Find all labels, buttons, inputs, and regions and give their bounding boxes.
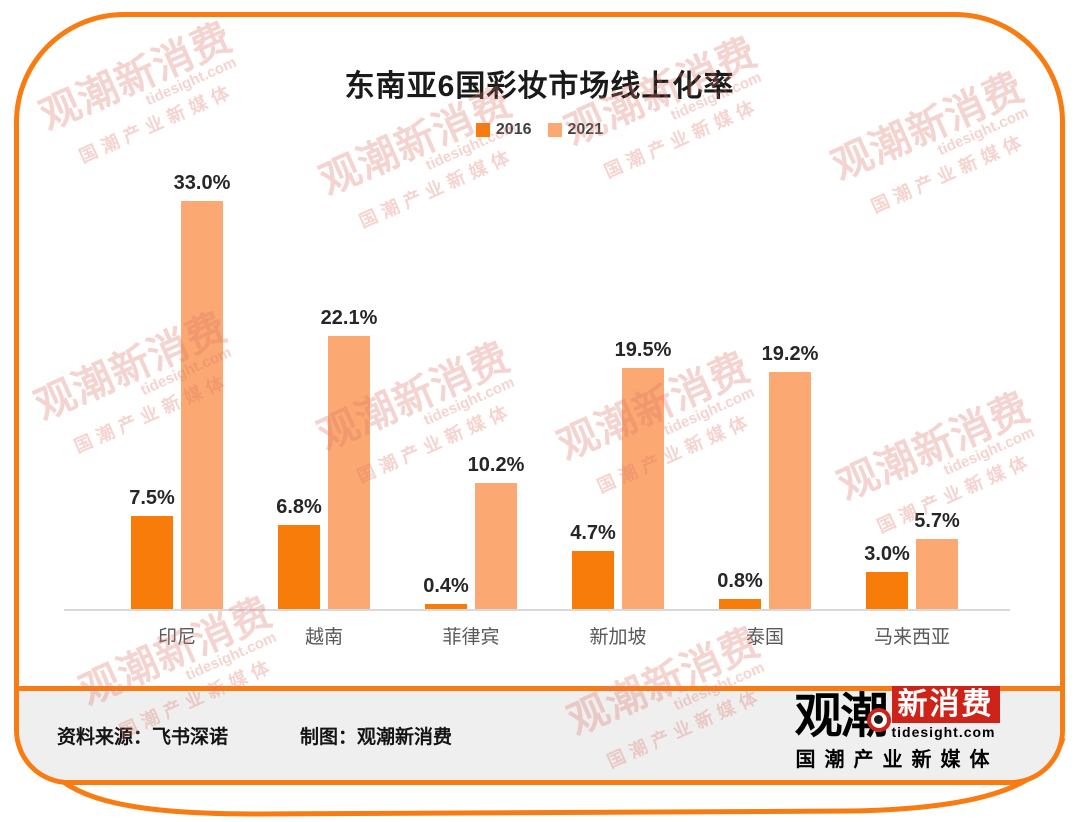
data-source-label: 资料来源：飞书深诺: [57, 727, 229, 748]
chart-legend: 2016 2021: [19, 121, 1060, 139]
bar-value-label-2016-4: 4.7%: [570, 522, 616, 544]
bar-value-label-2016-2: 6.8%: [276, 496, 322, 518]
logo-right-block: 新消费 tidesight.com: [891, 686, 1000, 740]
bar-group-2: 6.8% 22.1%: [276, 307, 377, 609]
camera-lens-icon: [866, 708, 891, 733]
bar-value-label-2021-4: 19.5%: [614, 339, 672, 361]
category-label-4: 新加坡: [589, 627, 647, 648]
bar-2021-5: [769, 372, 811, 609]
logo-domain-text: tidesight.com: [891, 724, 996, 740]
bar-value-label-2016-5: 0.8%: [717, 570, 763, 592]
legend-label-2021: 2021: [567, 121, 604, 138]
bar-value-label-2021-5: 19.2%: [761, 343, 819, 365]
logo-tagline: 国潮产业新媒体: [795, 749, 999, 771]
category-label-6: 马来西亚: [873, 627, 951, 648]
bar-value-label-2021-3: 10.2%: [467, 454, 525, 476]
bar-2016-5: [719, 599, 761, 609]
bar-2021-4: [622, 368, 664, 609]
bar-value-label-2021-6: 5.7%: [914, 510, 960, 532]
chart-title: 东南亚6国彩妆市场线上化率: [344, 70, 735, 103]
bar-wrap-2016-5: 0.8%: [717, 570, 763, 609]
bar-wrap-2016-4: 4.7%: [570, 522, 616, 609]
bar-group-6: 3.0% 5.7%: [864, 510, 960, 609]
bar-group-4: 4.7% 19.5%: [570, 339, 671, 609]
legend-swatch-2021: [547, 123, 562, 137]
bar-2016-1: [131, 516, 173, 609]
legend-item-2016: 2016: [475, 121, 532, 139]
category-label-1: 印尼: [157, 627, 197, 648]
bar-2021-3: [475, 483, 517, 609]
bar-wrap-2021-6: 5.7%: [914, 510, 960, 609]
legend-swatch-2016: [475, 123, 490, 137]
bar-wrap-2016-3: 0.4%: [423, 575, 469, 609]
bar-wrap-2021-5: 19.2%: [762, 343, 818, 609]
bar-2021-2: [328, 336, 370, 609]
bar-value-label-2016-3: 0.4%: [423, 575, 469, 597]
bar-plot-area: 7.5% 33.0% 印尼 6.8% 22.1% 越南 0.4% 10.2% 菲律宾 4.7% 19…: [19, 17, 1060, 780]
bar-group-5: 0.8% 19.2%: [717, 343, 818, 609]
bar-wrap-2016-2: 6.8%: [276, 496, 322, 609]
bar-group-3: 0.4% 10.2%: [423, 454, 524, 609]
bar-wrap-2021-2: 22.1%: [321, 307, 377, 609]
category-label-2: 越南: [304, 627, 344, 648]
brand-logo-wordmark: 观潮 新消费 tidesight.com: [780, 686, 1014, 741]
chart-credit-label: 制图：观潮新消费: [300, 727, 453, 748]
bar-value-label-2016-1: 7.5%: [129, 487, 175, 509]
bar-value-label-2021-2: 22.1%: [320, 307, 378, 329]
bar-wrap-2021-3: 10.2%: [468, 454, 524, 609]
bar-2016-6: [866, 572, 908, 609]
legend-label-2016: 2016: [495, 121, 532, 138]
bar-2016-4: [572, 551, 614, 609]
category-label-3: 菲律宾: [442, 627, 500, 648]
bar-wrap-2021-1: 33.0%: [174, 172, 230, 609]
legend-item-2021: 2021: [547, 121, 604, 139]
brand-logo: 观潮 新消费 tidesight.com 国潮产业新媒体: [780, 686, 1014, 772]
chart-card: 东南亚6国彩妆市场线上化率 2016 2021 7.5% 33.0% 印尼 6.8% 22…: [14, 12, 1065, 785]
bar-2021-1: [181, 201, 223, 609]
logo-black-text: 观潮: [794, 693, 891, 741]
bar-2016-3: [425, 604, 467, 609]
bar-group-1: 7.5% 33.0%: [129, 172, 230, 609]
bar-value-label-2021-1: 33.0%: [173, 172, 231, 194]
bar-2016-2: [278, 525, 320, 609]
x-axis-line: [64, 609, 1010, 611]
footer-bar: 资料来源：飞书深诺 制图：观潮新消费 观潮 新消费 tidesight.com …: [19, 686, 1060, 780]
bar-value-label-2016-6: 3.0%: [864, 543, 910, 565]
bar-wrap-2016-1: 7.5%: [129, 487, 175, 609]
bar-wrap-2021-4: 19.5%: [615, 339, 671, 609]
bar-2021-6: [916, 539, 958, 609]
logo-red-box: 新消费: [891, 686, 1000, 723]
bar-wrap-2016-6: 3.0%: [864, 543, 910, 609]
category-label-5: 泰国: [745, 627, 785, 648]
